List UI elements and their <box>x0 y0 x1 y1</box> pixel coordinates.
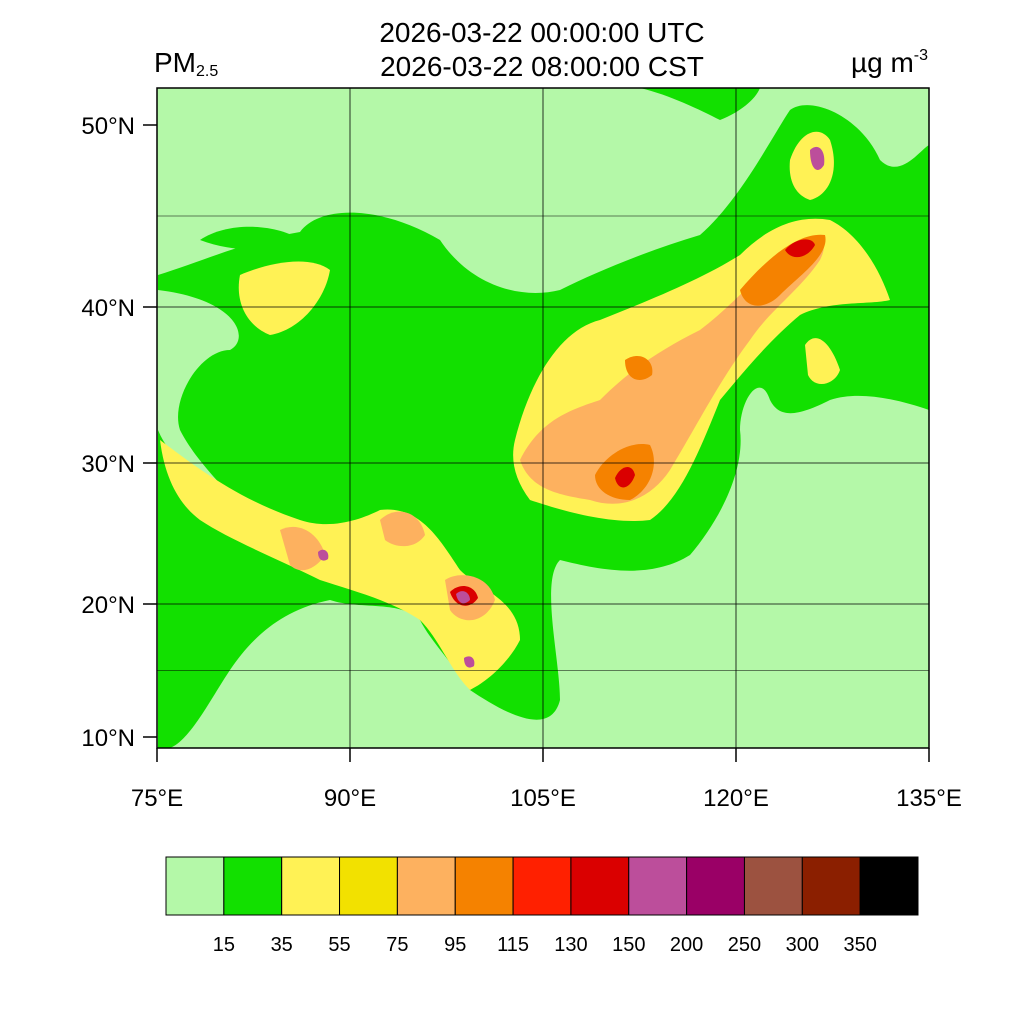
lon-tick-label: 120°E <box>703 785 769 812</box>
colorbar-level-label: 35 <box>271 934 293 956</box>
colorbar-swatch <box>512 856 572 916</box>
contour-15-35 <box>640 88 760 120</box>
lat-tick-label: 40°N <box>81 295 135 322</box>
lon-tick-label: 135°E <box>896 785 962 812</box>
contour-35-55 <box>805 338 840 385</box>
variable-label: PM2.5 <box>154 47 218 81</box>
contour-35-55 <box>789 131 834 200</box>
colorbar: 15 35 55 75 95 115 130 150 200 250 300 350 <box>165 856 919 956</box>
contour-55-95 <box>520 236 824 504</box>
title-utc: 2026-03-22 00:00:00 UTC <box>379 17 705 48</box>
variable-subscript: 2.5 <box>196 63 219 80</box>
colorbar-level-label: 75 <box>386 934 408 956</box>
contour-200-250 <box>464 656 475 668</box>
latitude-axis: 10°N 20°N 30°N 40°N 50°N <box>81 113 157 752</box>
colorbar-level-label: 300 <box>786 934 819 956</box>
unit-label: µg m-3 <box>851 47 928 79</box>
contour-15-35 <box>200 226 300 250</box>
title-cst: 2026-03-22 08:00:00 CST <box>380 51 704 82</box>
colorbar-swatch <box>570 856 630 916</box>
unit-exponent: -3 <box>913 47 928 64</box>
contour-35-55 <box>238 261 330 335</box>
colorbar-level-label: 350 <box>843 934 876 956</box>
contour-35-55 <box>160 440 520 690</box>
lat-tick-label: 20°N <box>81 592 135 619</box>
colorbar-swatch <box>859 856 919 916</box>
colorbar-level-label: 250 <box>728 934 761 956</box>
unit-base: µg m <box>850 47 914 78</box>
lat-tick-label: 50°N <box>81 113 135 140</box>
colorbar-level-label: 150 <box>612 934 645 956</box>
colorbar-swatch <box>281 856 341 916</box>
colorbar-level-label: 200 <box>670 934 703 956</box>
lon-tick-label: 75°E <box>131 785 183 812</box>
contour-200-250 <box>810 146 825 170</box>
colorbar-swatch <box>801 856 861 916</box>
colorbar-level-label: 55 <box>328 934 350 956</box>
colorbar-swatch <box>396 856 456 916</box>
colorbar-level-label: 15 <box>213 934 235 956</box>
colorbar-swatch <box>339 856 398 916</box>
contour-55-95 <box>380 511 425 547</box>
colorbar-swatch <box>628 856 688 916</box>
colorbar-swatch <box>743 856 803 916</box>
contour-95-130 <box>625 355 653 380</box>
lon-tick-label: 90°E <box>324 785 376 812</box>
colorbar-level-label: 130 <box>554 934 587 956</box>
contour-55-95 <box>280 526 325 571</box>
colorbar-swatch <box>686 856 745 916</box>
colorbar-swatch <box>454 856 514 916</box>
map-gridlines <box>157 88 929 748</box>
colorbar-level-label: 115 <box>497 934 529 956</box>
longitude-axis: 75°E 90°E 105°E 120°E 135°E <box>131 748 962 812</box>
lon-tick-label: 105°E <box>510 785 576 812</box>
lat-tick-label: 30°N <box>81 451 135 478</box>
colorbar-swatch <box>165 856 225 916</box>
colorbar-swatch <box>223 856 283 916</box>
colorbar-level-label: 95 <box>444 934 466 956</box>
contour-130-200 <box>785 239 815 258</box>
contour-200-250 <box>318 549 329 561</box>
variable-name: PM <box>154 47 196 78</box>
contour-200-250 <box>456 591 470 604</box>
contour-130-200 <box>615 466 635 488</box>
lat-tick-label: 10°N <box>81 725 135 752</box>
